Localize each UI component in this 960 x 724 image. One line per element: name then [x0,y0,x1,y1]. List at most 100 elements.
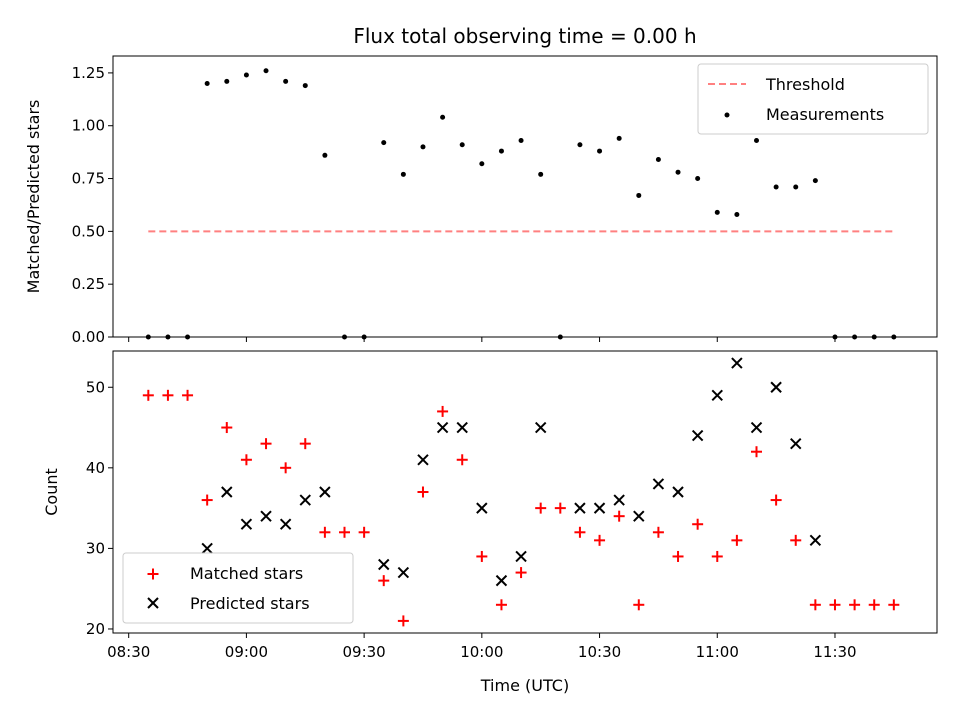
bottom-panel-legend: Matched stars Predicted stars [122,552,354,624]
matched-star-point [437,405,449,417]
measurement-point [224,78,230,84]
matched-star-point [770,494,782,506]
matched-star-point [711,550,723,562]
matched-star-point [319,526,331,538]
matched-star-point [672,550,684,562]
top-panel: Flux total observing time = 0.00 h Match… [24,24,938,346]
measurement-point [302,83,308,89]
predicted-star-point [299,494,311,506]
matched-star-point [476,550,488,562]
predicted-star-point [436,421,449,434]
predicted-star-point [476,502,488,514]
predicted-star-point [319,486,331,498]
measurement-point [754,138,760,144]
measurement-point [734,211,740,217]
matched-star-point [339,526,351,538]
bottom-x-tick-label: 10:00 [460,643,503,661]
matched-stars-points [142,389,900,627]
measurement-point [616,135,622,141]
measurement-point [420,144,426,150]
top-y-tick-label: 1.00 [72,117,105,135]
bottom-panel-x-ticks: 08:30 09:00 09:30 10:00 10:30 11:00 11:30 [107,633,857,661]
legend-threshold-label: Threshold [765,75,845,94]
legend-predicted-swatch [147,597,159,609]
legend-predicted-label: Predicted stars [190,594,310,613]
measurement-point [655,157,661,163]
predicted-star-point [770,381,782,393]
predicted-star-point [790,437,802,450]
predicted-star-point [809,534,822,547]
bottom-y-tick-label: 50 [86,378,105,396]
top-y-tick-label: 1.25 [72,64,105,82]
matched-star-point [201,494,213,506]
measurement-point [518,138,524,144]
predicted-star-point [240,518,253,530]
measurement-point [479,161,485,167]
predicted-star-point [731,357,743,369]
legend-matched-label: Matched stars [190,564,303,583]
bottom-panel-y-axis-label: Count [42,468,61,516]
measurement-point [243,72,249,78]
matched-star-point [888,599,900,611]
bottom-x-tick-label: 09:00 [225,643,268,661]
predicted-star-point [260,510,272,522]
bottom-panel-x-axis-label: Time (UTC) [480,676,569,695]
legend-matched-swatch [147,568,159,580]
top-y-tick-label: 0.00 [72,328,105,346]
bottom-y-tick-label: 40 [86,459,105,477]
matched-star-point [299,438,311,450]
bottom-panel-frame [112,350,938,634]
matched-star-point [358,526,370,538]
predicted-star-point [201,542,213,555]
top-legend-box [697,63,929,135]
measurement-point [538,171,544,177]
legend-predicted-marker [147,597,159,609]
predicted-star-point [378,558,390,571]
measurement-point [263,68,269,74]
predicted-star-point [613,494,625,506]
matched-star-point [692,518,704,530]
top-panel-title: Flux total observing time = 0.00 h [353,24,696,48]
predicted-star-point [397,566,410,579]
predicted-star-point [417,454,429,466]
matched-star-point [790,534,802,546]
bottom-legend-box [122,552,354,624]
predicted-star-point [633,510,645,522]
predicted-star-point [515,550,527,563]
top-panel-frame [112,55,938,338]
measurement-point [812,178,818,184]
top-panel-x-ticks [128,337,836,342]
legend-measurements-swatch [724,112,730,118]
bottom-y-tick-label: 30 [86,539,105,557]
matched-star-point [162,389,174,401]
matched-star-point [515,567,527,579]
predicted-star-point [456,421,468,434]
measurement-point [381,140,387,146]
top-y-tick-label: 0.50 [72,222,105,240]
measurement-point [714,209,720,215]
bottom-panel: Count Time (UTC) 20 30 40 50 08:30 09:00 09:3… [42,350,938,695]
matched-star-point [594,534,606,546]
predicted-star-point [593,502,606,514]
matched-star-point [849,599,861,611]
measurement-point [322,152,328,158]
predicted-star-point [711,389,723,402]
top-panel-legend: Threshold Measurements [697,63,929,135]
legend-measurements-label: Measurements [766,105,884,124]
matched-star-point [868,599,880,611]
predicted-star-point [221,486,233,498]
matched-star-point [182,389,194,401]
matched-star-point [751,446,763,458]
predicted-stars-points [201,357,822,587]
bottom-y-tick-label: 20 [86,620,105,638]
matched-star-point [260,438,272,450]
top-panel-y-ticks: 0.00 0.25 0.50 0.75 1.00 1.25 [72,64,113,346]
measurement-point [577,142,583,148]
measurement-point [498,148,504,154]
measurement-point [675,169,681,175]
matched-star-point [829,599,841,611]
predicted-star-point [672,486,684,498]
matched-star-point [731,534,743,546]
measurement-point [773,184,779,190]
